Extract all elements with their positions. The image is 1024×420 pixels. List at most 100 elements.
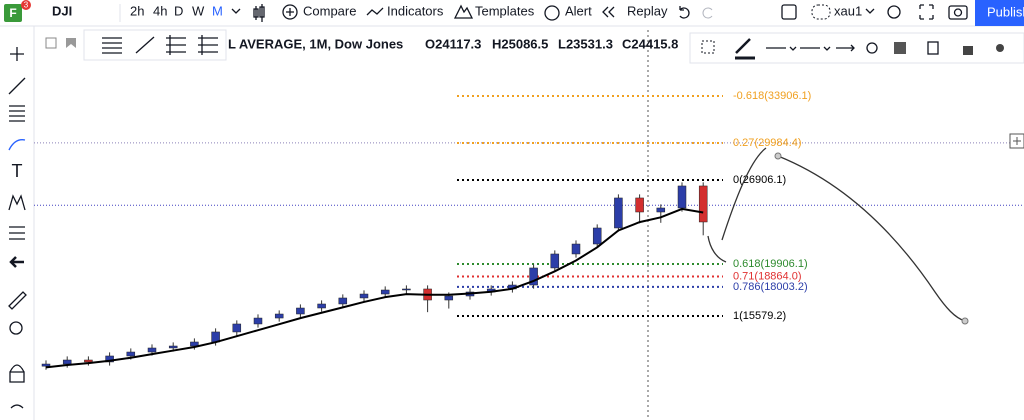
replay[interactable]: Replay [627, 3, 668, 18]
fib-label: 0.786(18003.2) [733, 281, 808, 293]
replay-icon [602, 6, 615, 18]
candle-body [84, 359, 93, 363]
tool[interactable] [866, 42, 878, 54]
interval[interactable]: W [192, 3, 205, 18]
tool[interactable] [198, 35, 218, 55]
candle-body [126, 351, 136, 357]
redo[interactable] [702, 7, 713, 19]
tool[interactable] [927, 41, 939, 55]
chevron[interactable] [231, 8, 241, 14]
indicators[interactable]: Indicators [387, 3, 444, 18]
alert-icon [544, 5, 560, 21]
settings[interactable] [887, 5, 901, 19]
tool[interactable] [735, 38, 751, 54]
compare-icon [282, 4, 298, 20]
trendline-tool[interactable] [8, 77, 26, 95]
logo-letter: F [9, 6, 16, 20]
visibility[interactable] [996, 44, 1004, 52]
brush-stroke [777, 155, 966, 322]
properties-toolbar [689, 32, 1024, 64]
pattern-tool[interactable] [8, 194, 26, 211]
legend-icon [45, 37, 57, 49]
add-price-plus [1013, 137, 1021, 145]
crosshair-tool[interactable] [10, 47, 24, 61]
candle-body [380, 289, 390, 295]
lock[interactable] [963, 46, 973, 55]
tool[interactable] [701, 40, 715, 54]
candle-body [571, 243, 581, 255]
drawing [707, 147, 969, 325]
tool[interactable] [800, 46, 831, 51]
layout-icon[interactable] [781, 4, 797, 20]
candle-body [698, 185, 708, 223]
candle-body [105, 355, 114, 363]
tool[interactable] [836, 44, 855, 52]
snapshot[interactable] [948, 5, 968, 20]
candle-body [656, 207, 666, 213]
brush-stroke [707, 147, 767, 263]
badge-count: 3 [24, 1, 29, 10]
interval[interactable]: M [212, 3, 223, 18]
symbol[interactable]: DJI [52, 3, 72, 18]
candle-body [41, 363, 51, 367]
magnet-tool[interactable] [9, 364, 25, 383]
candle-body [402, 288, 411, 291]
prediction-tool[interactable] [9, 226, 25, 240]
ruler-tool[interactable] [8, 291, 27, 310]
candle-body [168, 345, 178, 349]
handle[interactable] [961, 317, 969, 325]
tool[interactable] [135, 36, 155, 54]
candle-body [62, 359, 72, 365]
candle-icon[interactable] [253, 4, 265, 22]
publish-button[interactable] [975, 0, 1024, 26]
logo[interactable] [4, 4, 22, 22]
ohlc-high: H25086.5 [492, 36, 548, 51]
undo[interactable] [679, 6, 690, 19]
interval[interactable]: 4h [153, 3, 167, 18]
candle-body [529, 267, 538, 286]
interval[interactable]: 2h [130, 3, 144, 18]
top-bar [0, 0, 1024, 26]
publish: Publish [987, 4, 1024, 19]
moving-average [45, 207, 704, 369]
tool[interactable] [894, 42, 906, 54]
fullscreen[interactable] [919, 4, 934, 20]
zoom-tool[interactable] [9, 321, 23, 335]
handle[interactable] [774, 152, 782, 160]
candle-body [317, 303, 326, 309]
fib-tool[interactable] [9, 105, 25, 122]
text-tool[interactable]: T [12, 161, 23, 181]
candle-body [444, 295, 454, 301]
tool[interactable] [166, 35, 186, 55]
layout-name[interactable]: xau1 [834, 3, 862, 18]
lock-tool[interactable] [10, 404, 24, 409]
back-tool[interactable] [9, 256, 24, 268]
candle-body [338, 297, 348, 305]
compare-plus [286, 8, 294, 16]
legend-title: L AVERAGE, 1M, Dow Jones [228, 36, 403, 51]
intervals: 2h 4h D W M [130, 3, 223, 18]
alert[interactable]: Alert [565, 3, 592, 18]
ohlc-open: O24117.3 [425, 36, 481, 51]
candle-body [677, 185, 687, 209]
cloud-icon [811, 4, 831, 20]
fib-label: 0.71(18864.0) [733, 270, 802, 282]
drawing-toolbar [83, 29, 227, 61]
candle-body [296, 307, 305, 315]
candle-body [550, 253, 560, 269]
candle-body [614, 197, 623, 229]
templates[interactable]: Templates [475, 3, 535, 18]
interval[interactable]: D [174, 3, 183, 18]
brush-tool[interactable] [8, 139, 26, 151]
badge [21, 0, 31, 10]
chevron[interactable] [865, 8, 875, 14]
candle-body [274, 313, 284, 319]
legend-flag [66, 38, 76, 48]
indicators-icon [366, 7, 384, 16]
snapshot-lens [953, 8, 963, 17]
fib-label: 0.618(19906.1) [733, 258, 808, 270]
tool[interactable] [102, 37, 122, 54]
tool[interactable] [766, 46, 797, 51]
compare[interactable]: Compare [303, 3, 356, 18]
